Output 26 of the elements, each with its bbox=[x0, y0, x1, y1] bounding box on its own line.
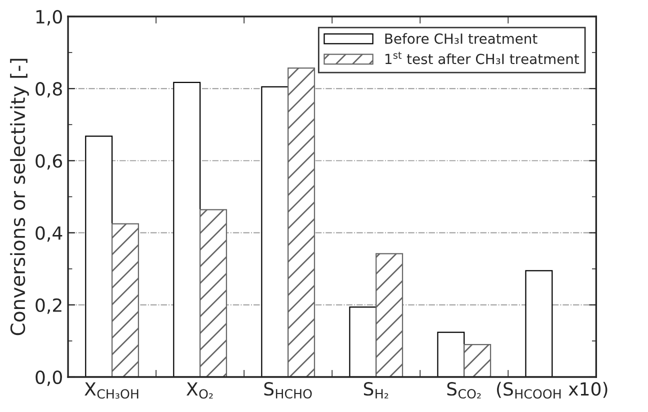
bar bbox=[464, 344, 492, 377]
y-tick-label: 1,0 bbox=[36, 10, 62, 26]
x-tick-label: S$_{HCHO}$ bbox=[264, 382, 312, 399]
y-tick-label: 0,0 bbox=[36, 370, 62, 386]
bar bbox=[349, 306, 377, 377]
y-tick-label: 0,4 bbox=[36, 226, 62, 242]
x-tick-label: S$_{CO₂}$ bbox=[447, 382, 481, 399]
y-tick-label: 0,2 bbox=[36, 298, 62, 314]
bar bbox=[288, 67, 316, 377]
y-tick-label: 0,8 bbox=[36, 82, 62, 98]
bar bbox=[173, 82, 201, 377]
bar bbox=[200, 209, 228, 377]
y-tick-label: 0,6 bbox=[36, 154, 62, 170]
bar bbox=[261, 86, 289, 377]
x-tick-label: (S$_{HCOOH}$ x10) bbox=[497, 382, 608, 399]
legend-label: 1$^{st}$ test after CH₃I treatment bbox=[385, 52, 580, 64]
x-tick-label: S$_{H₂}$ bbox=[364, 382, 388, 398]
legend-label: Before CH₃I treatment bbox=[385, 33, 538, 44]
y-axis-title: Conversions or selectivity [-] bbox=[10, 58, 29, 336]
bar bbox=[376, 253, 404, 377]
bar bbox=[111, 223, 140, 377]
bar bbox=[525, 270, 553, 377]
x-tick-label: X$_{CH₃OH}$ bbox=[84, 382, 138, 399]
bar bbox=[437, 332, 465, 377]
bar bbox=[85, 136, 113, 377]
x-tick-label: X$_{O₂}$ bbox=[186, 382, 213, 399]
